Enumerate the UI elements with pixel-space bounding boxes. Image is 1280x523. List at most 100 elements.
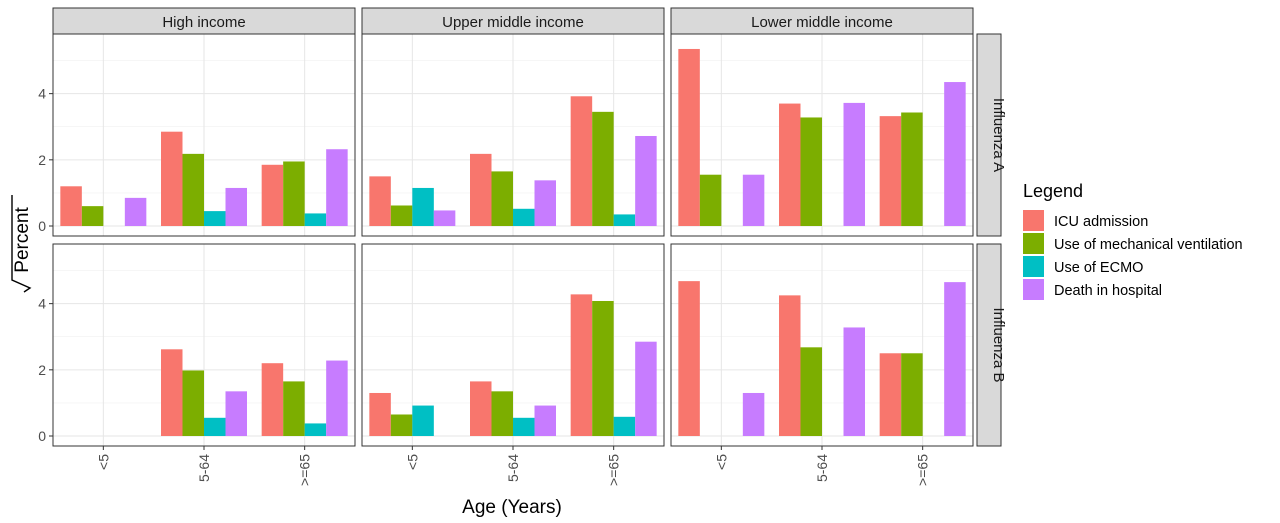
bar xyxy=(470,153,492,226)
bar xyxy=(742,392,765,436)
panel-border xyxy=(361,33,665,237)
bar xyxy=(304,423,327,436)
bar xyxy=(944,282,966,436)
legend-swatch xyxy=(1023,210,1044,231)
x-axis-title: Age (Years) xyxy=(462,497,562,518)
y-tick-label: 2 xyxy=(38,362,46,378)
bar xyxy=(412,187,434,226)
legend-label: Use of mechanical ventilation xyxy=(1054,237,1243,253)
facet-strip-label: High income xyxy=(162,14,245,31)
legend-label: ICU admission xyxy=(1054,214,1148,230)
bar xyxy=(161,131,183,226)
bar xyxy=(204,417,226,436)
bar xyxy=(678,48,700,226)
bar xyxy=(779,295,801,436)
bar xyxy=(513,208,535,226)
bar xyxy=(261,164,284,226)
bar xyxy=(369,176,391,226)
x-tick-label: >=65 xyxy=(606,454,622,486)
legend-swatch xyxy=(1023,279,1044,300)
x-tick-label: 5-64 xyxy=(814,454,830,482)
bar xyxy=(491,391,513,436)
bar xyxy=(534,180,556,226)
bar xyxy=(161,349,183,436)
bar xyxy=(879,116,902,226)
y-tick-label: 0 xyxy=(38,428,46,444)
bar xyxy=(901,112,923,226)
bar xyxy=(326,360,348,436)
bar xyxy=(570,96,593,227)
x-tick-label: <5 xyxy=(404,454,420,470)
bar xyxy=(182,370,204,436)
bar xyxy=(491,171,513,226)
bar xyxy=(390,414,413,436)
facet-strip-label: Influenza A xyxy=(990,98,1007,172)
bar xyxy=(800,347,822,436)
bar xyxy=(779,103,801,226)
bar xyxy=(635,341,657,436)
legend-swatch xyxy=(1023,256,1044,277)
bar xyxy=(470,381,492,436)
bar xyxy=(592,300,614,436)
y-tick-label: 4 xyxy=(38,296,46,312)
bar xyxy=(225,187,247,226)
facet-strip-label: Upper middle income xyxy=(442,14,584,31)
bar xyxy=(613,214,636,226)
bar xyxy=(613,416,636,436)
x-tick-label: 5-64 xyxy=(505,454,521,482)
bar xyxy=(901,353,923,436)
bar xyxy=(678,281,700,436)
x-tick-label: 5-64 xyxy=(196,454,212,482)
x-tick-label: <5 xyxy=(713,454,729,470)
facet-strip-column xyxy=(670,7,974,35)
bar xyxy=(60,186,82,226)
bar xyxy=(879,353,902,436)
bar xyxy=(635,135,657,226)
bar xyxy=(326,149,348,226)
legend-label: Death in hospital xyxy=(1054,283,1162,299)
bar xyxy=(390,205,413,226)
bar xyxy=(261,363,284,436)
bar xyxy=(124,197,147,226)
sqrt-radical-sign xyxy=(11,195,32,293)
bar xyxy=(513,417,535,436)
bar xyxy=(570,294,593,436)
bar xyxy=(592,111,614,226)
y-tick-label: 4 xyxy=(38,86,46,102)
x-tick-label: >=65 xyxy=(297,454,313,486)
facet-strip-label: Influenza B xyxy=(990,307,1007,382)
bar xyxy=(283,381,305,436)
panel-border xyxy=(670,33,974,237)
legend-title: Legend xyxy=(1023,181,1083,201)
y-axis-title: Percent xyxy=(12,207,33,273)
bar xyxy=(225,391,247,436)
bar xyxy=(843,327,865,436)
bar xyxy=(742,174,765,226)
x-tick-label: <5 xyxy=(95,454,111,470)
legend-label: Use of ECMO xyxy=(1054,260,1143,276)
facet-strip-column xyxy=(52,7,356,35)
bar xyxy=(843,102,865,226)
legend-swatch xyxy=(1023,233,1044,254)
bar xyxy=(412,405,434,436)
bar xyxy=(944,82,966,227)
bar xyxy=(433,210,456,226)
facet-strip-label: Lower middle income xyxy=(751,14,893,31)
facet-strip-column xyxy=(361,7,665,35)
panel-border xyxy=(52,33,356,237)
bar xyxy=(304,213,327,226)
bar xyxy=(800,117,822,226)
bar xyxy=(534,405,556,436)
bar xyxy=(699,174,722,226)
x-tick-label: >=65 xyxy=(915,454,931,486)
bar xyxy=(283,161,305,226)
y-tick-label: 0 xyxy=(38,218,46,234)
bar xyxy=(81,206,104,226)
y-tick-label: 2 xyxy=(38,152,46,168)
bar xyxy=(369,392,391,436)
bar xyxy=(182,153,204,226)
facet-strip-row xyxy=(976,243,1002,447)
facet-strip-row xyxy=(976,33,1002,237)
bar xyxy=(204,211,226,226)
